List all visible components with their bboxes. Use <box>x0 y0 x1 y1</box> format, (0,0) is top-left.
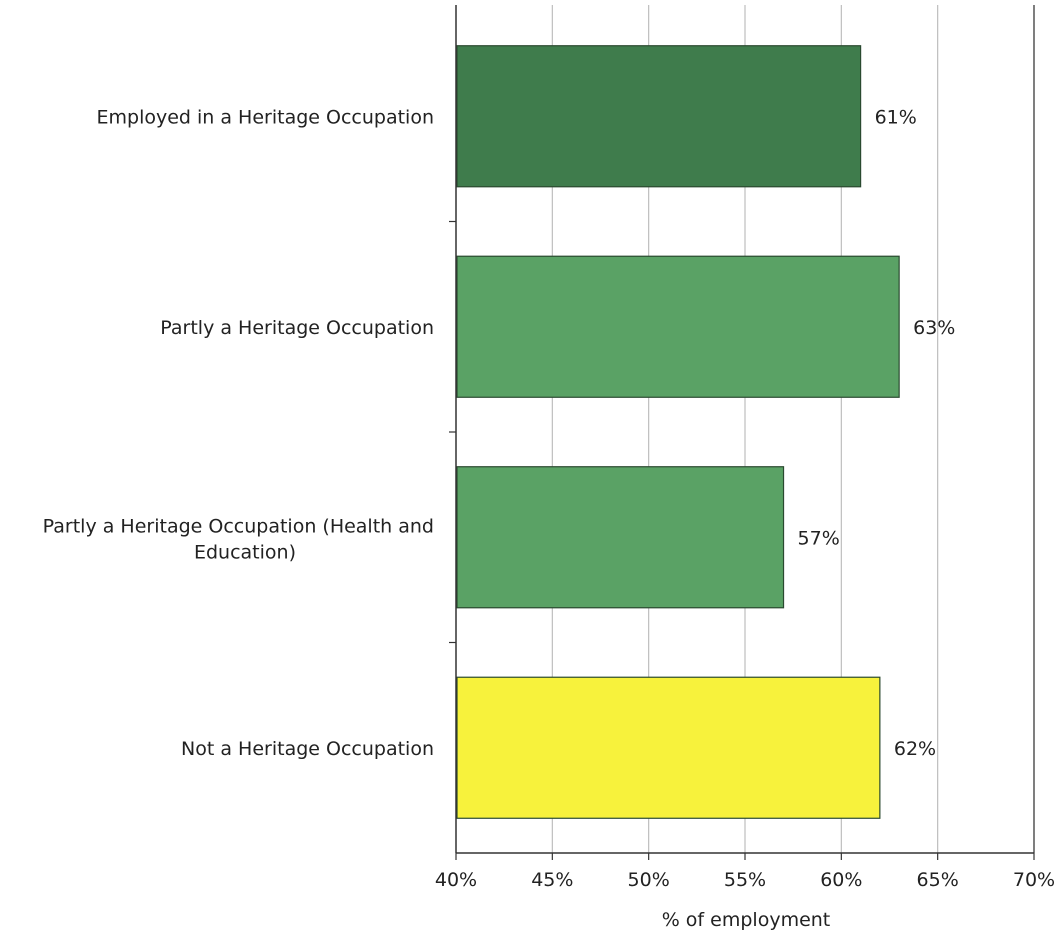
category-label: Partly a Heritage Occupation (Health and… <box>43 515 434 563</box>
x-tick-label: 70% <box>1013 869 1055 891</box>
category-label: Employed in a Heritage Occupation <box>97 106 435 128</box>
category-label: Partly a Heritage Occupation <box>160 317 434 339</box>
bars <box>456 45 900 819</box>
bar <box>456 45 862 188</box>
x-tick-label: 60% <box>820 869 862 891</box>
x-axis-title: % of employment <box>662 909 831 931</box>
category-label: Not a Heritage Occupation <box>181 738 434 760</box>
bar-value-label: 62% <box>894 738 936 760</box>
bar-value-label: 57% <box>798 527 840 549</box>
bar <box>456 255 900 398</box>
bar-value-label: 61% <box>875 106 917 128</box>
x-tick-label: 45% <box>531 869 573 891</box>
x-tick-label: 40% <box>435 869 477 891</box>
x-tick-label: 50% <box>628 869 670 891</box>
bar <box>456 676 881 819</box>
x-tick-label: 55% <box>724 869 766 891</box>
x-tick-label: 65% <box>917 869 959 891</box>
labels: 40% 45% 50% 55% 60% 65% 70% 61% Employed in a He… <box>43 106 1055 891</box>
bar-value-label: 63% <box>913 317 955 339</box>
bar <box>456 466 785 609</box>
axes <box>449 5 1035 860</box>
